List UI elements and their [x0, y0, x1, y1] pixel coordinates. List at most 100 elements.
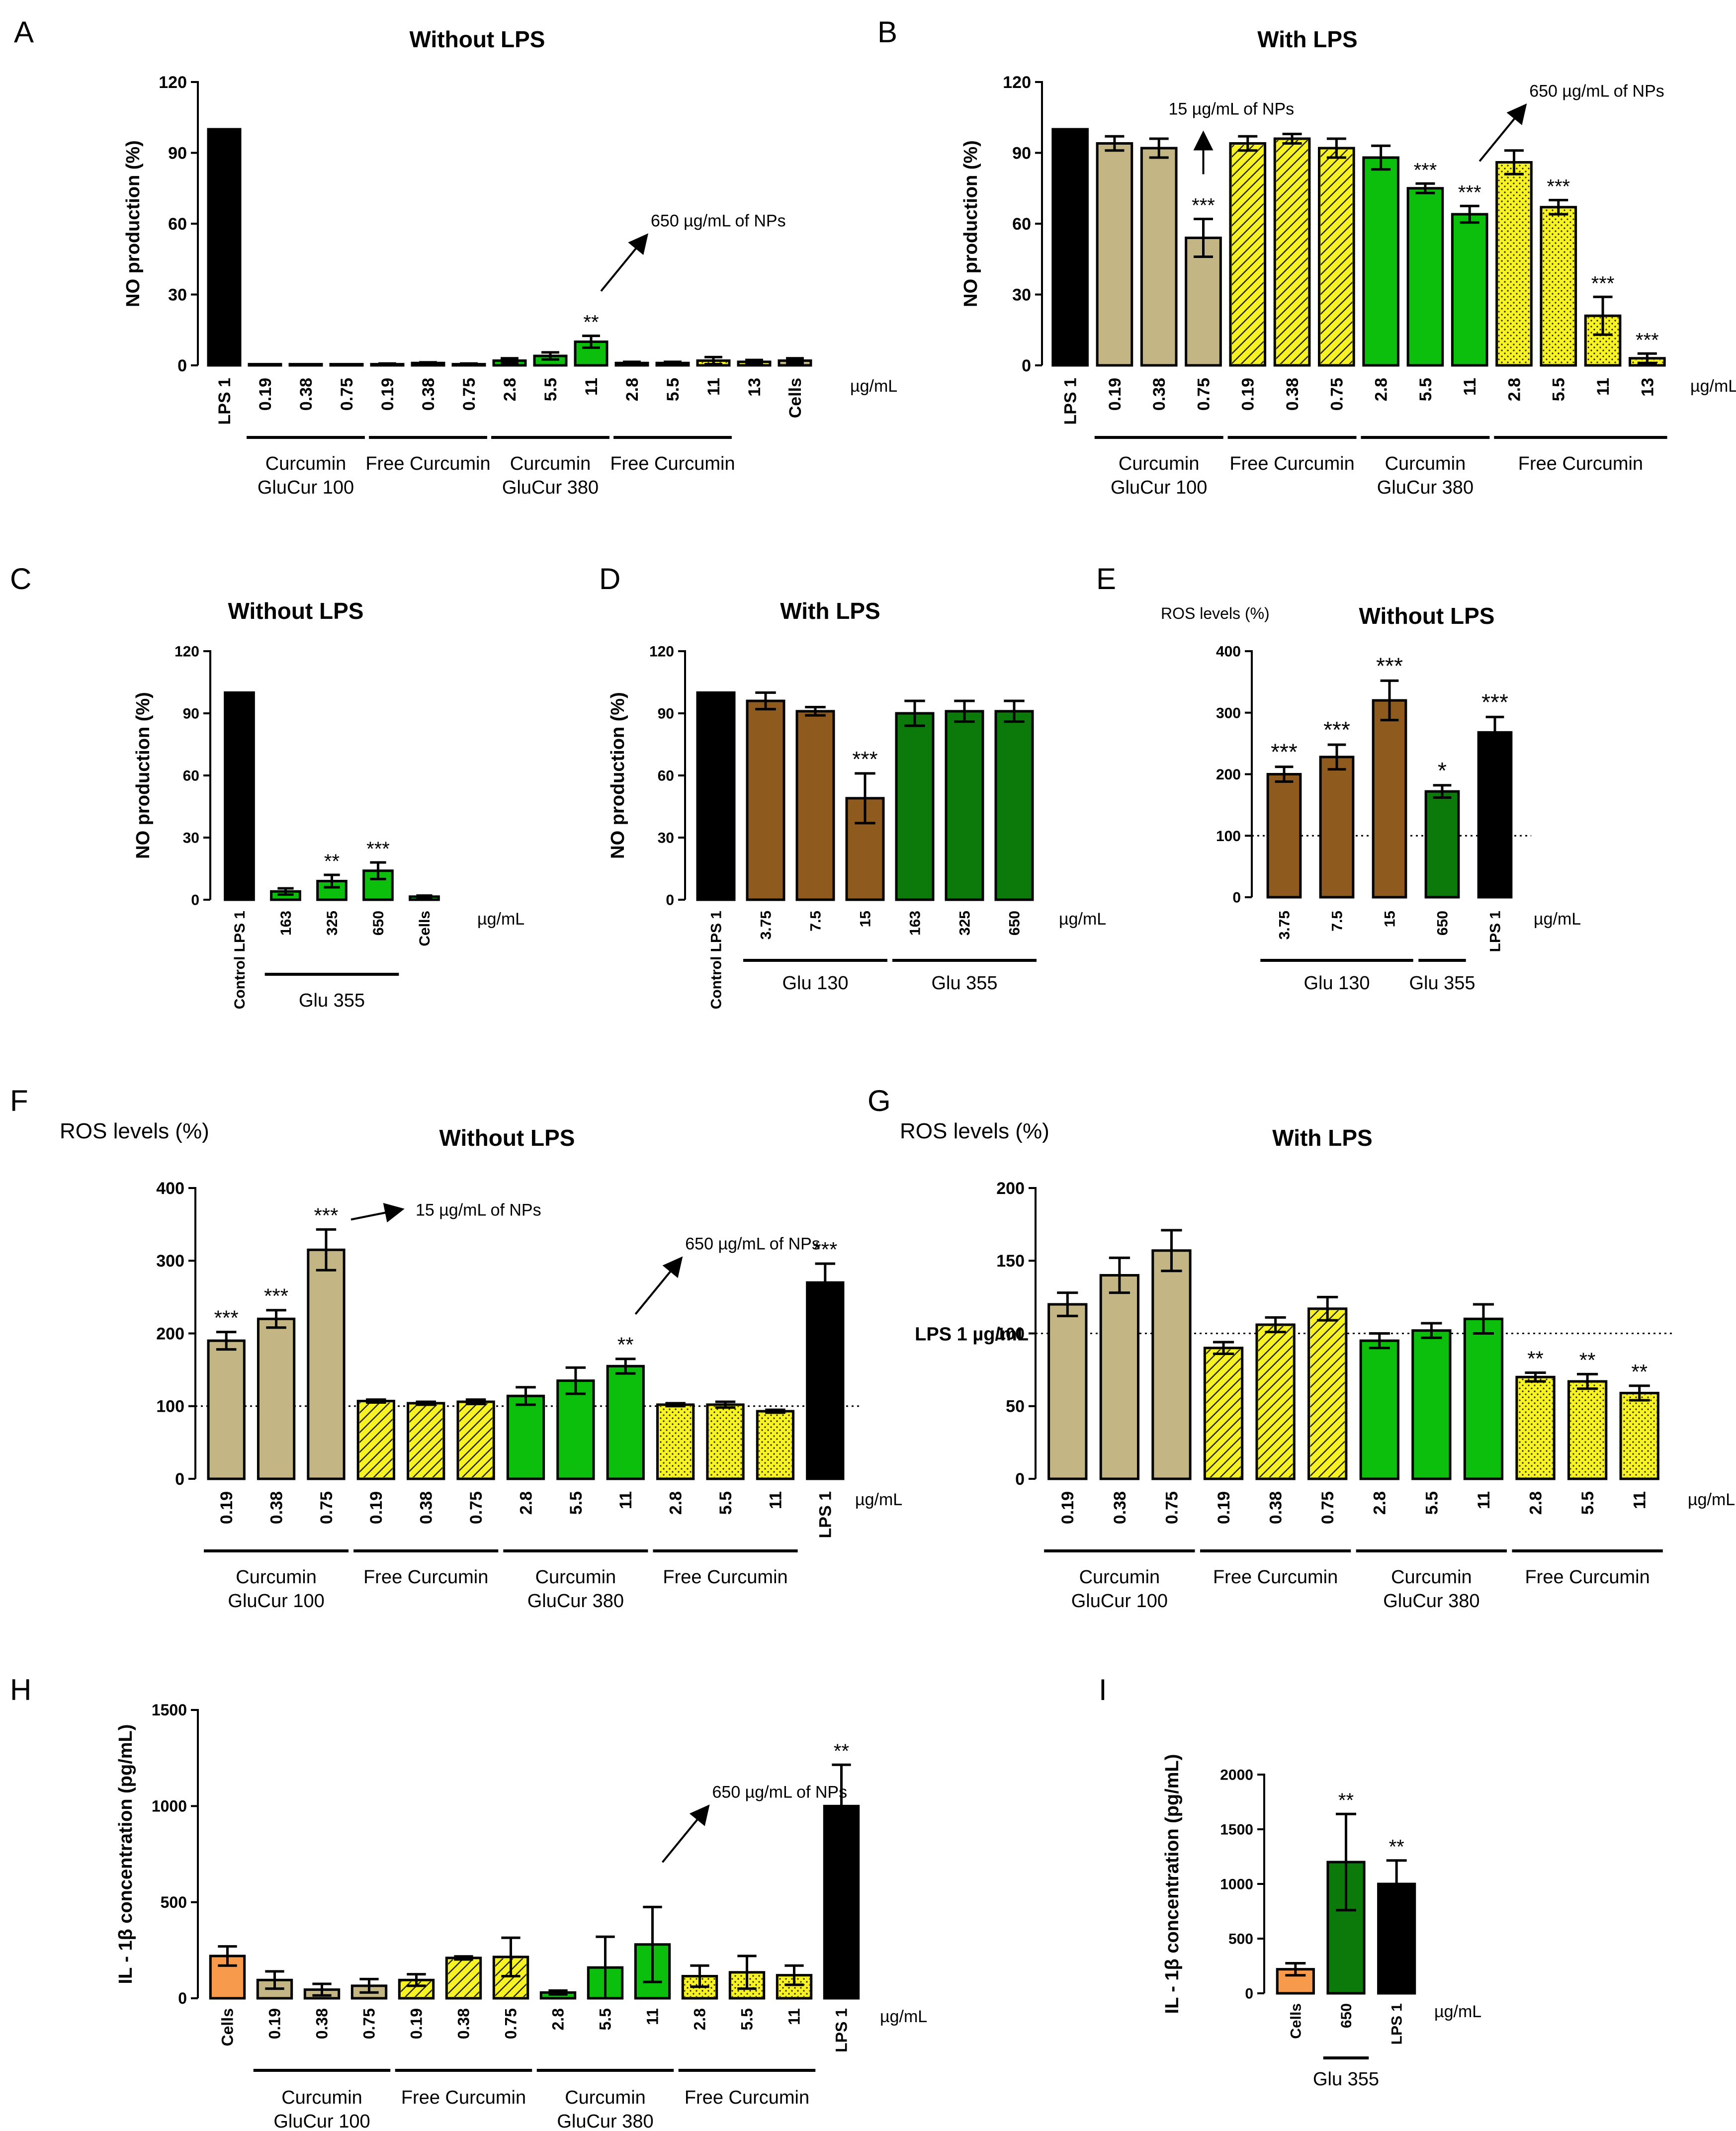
- bar: [1362, 156, 1399, 367]
- bar-pattern: [708, 1406, 742, 1477]
- x-tick-label: 5.5: [738, 2008, 756, 2030]
- x-tick-label: 0.75: [360, 2008, 378, 2039]
- significance-label: **: [834, 1740, 849, 1762]
- significance-label: ***: [214, 1306, 239, 1330]
- group-label: Curcumin: [265, 453, 347, 474]
- y-tick-label: 120: [1003, 73, 1031, 92]
- y-tick-label: 500: [1228, 1931, 1253, 1948]
- significance-label: **: [1527, 1347, 1544, 1370]
- bar: [329, 363, 364, 367]
- y-tick-label: 1500: [152, 1701, 187, 1719]
- panel-e: E Without LPS ROS levels (%) 0 100 200 300 400 *…: [1096, 562, 1581, 994]
- y-tick-label: 300: [1216, 705, 1241, 721]
- group-label: Curcumin: [1385, 453, 1466, 474]
- bar: [1372, 699, 1407, 899]
- y-tick-label: 120: [174, 644, 199, 660]
- x-tick-label: 325: [324, 911, 341, 936]
- bar: [1140, 147, 1178, 367]
- x-tick-label: 5.5: [716, 1491, 735, 1515]
- y-axis-label: NO production (%): [960, 140, 981, 307]
- bar: [257, 1317, 296, 1480]
- significance-label: ***: [1323, 717, 1350, 743]
- bar: [1411, 1329, 1452, 1480]
- y-tick-label: 30: [183, 830, 199, 847]
- significance-label: **: [324, 851, 340, 872]
- group-label: Glu 355: [1313, 2069, 1379, 2090]
- bar: [224, 691, 255, 901]
- bar: [248, 363, 282, 367]
- bar: [1051, 128, 1089, 367]
- x-tick-label: 5.5: [567, 1491, 586, 1515]
- group-label: Curcumin: [1119, 453, 1200, 474]
- x-tick-label: 0.19: [378, 378, 397, 411]
- x-tick-label: 0.38: [297, 378, 316, 411]
- y-tick-label: 90: [658, 706, 674, 722]
- group-label: GluCur 380: [557, 2111, 653, 2131]
- x-tick-label: 0.19: [1106, 378, 1125, 411]
- group-label: GluCur 380: [527, 1591, 624, 1612]
- group-label: GluCur 380: [502, 477, 599, 498]
- y-tick-label: 60: [1012, 215, 1031, 234]
- y-tick-label: 0: [1022, 356, 1031, 375]
- x-tick-label: 650: [1007, 911, 1023, 936]
- annotation-label: 650 µg/mL of NPs: [651, 212, 786, 231]
- significance-label: **: [1579, 1348, 1596, 1371]
- y-tick-label: 30: [168, 285, 187, 304]
- significance-label: ***: [1376, 653, 1403, 679]
- x-tick-label: LPS 1: [1389, 2003, 1405, 2045]
- chart-title: Without LPS: [228, 598, 364, 624]
- group-label: Curcumin: [510, 453, 591, 474]
- group-label: Curcumin: [535, 1567, 616, 1588]
- unit-label: µg/mL: [1690, 377, 1736, 396]
- y-tick-label: 60: [658, 768, 674, 784]
- group-label: GluCur 100: [228, 1591, 324, 1612]
- annotation-arrow: [634, 1256, 683, 1315]
- x-tick-label: 11: [704, 378, 723, 396]
- group-label: Glu 355: [1409, 973, 1475, 994]
- annotation-label: 650 µg/mL of NPs: [685, 1235, 820, 1254]
- x-tick-label: 0.75: [1194, 378, 1213, 411]
- bar: [746, 699, 785, 901]
- panel-letter: G: [868, 1084, 891, 1117]
- unit-label: µg/mL: [880, 2007, 927, 2026]
- x-tick-label: 2.8: [501, 378, 520, 401]
- x-tick-label: Control LPS 1: [232, 911, 248, 1009]
- x-tick-label: 0.38: [1111, 1491, 1129, 1524]
- x-tick-label: 325: [957, 911, 973, 936]
- unit-label: µg/mL: [1434, 2002, 1481, 2021]
- x-tick-label: 11: [582, 378, 601, 396]
- y-tick-label: 60: [183, 768, 199, 784]
- y-tick-label: 0: [1015, 1470, 1025, 1489]
- y-tick-label: 30: [658, 830, 674, 847]
- bar: [1463, 1317, 1504, 1480]
- significance-label: **: [1389, 1836, 1404, 1858]
- group-label: Glu 355: [299, 990, 365, 1011]
- panel-h: H IL - 1β concentration (pg/mL) 0 500 1000 15…: [10, 1673, 927, 2131]
- y-tick-label: 60: [168, 215, 187, 234]
- bar-pattern: [1622, 1394, 1657, 1477]
- group-label: Free Curcumin: [685, 2087, 809, 2108]
- annotation-label: 15 µg/mL of NPs: [1169, 100, 1295, 119]
- x-tick-label: Cells: [219, 2008, 237, 2046]
- x-tick-label: 15: [1382, 911, 1398, 927]
- significance-label: ***: [1414, 159, 1437, 181]
- y-tick-label: 100: [156, 1397, 184, 1416]
- bar: [696, 691, 736, 901]
- significance-label: ***: [366, 838, 390, 860]
- group-label: Free Curcumin: [1213, 1567, 1338, 1588]
- bar: [1451, 213, 1488, 367]
- bar: [556, 1379, 595, 1480]
- panel-f: F Without LPS ROS levels (%) 0 100 200 300 400 *…: [10, 1084, 902, 1612]
- y-tick-label: 30: [1012, 285, 1031, 304]
- x-tick-label: 5.5: [1416, 378, 1435, 401]
- unit-label: µg/mL: [1688, 1490, 1735, 1509]
- panel-letter: D: [599, 562, 620, 596]
- x-tick-label: 11: [766, 1491, 785, 1509]
- unit-label: µg/mL: [1534, 910, 1581, 929]
- y-tick-label: 0: [178, 1989, 187, 2007]
- y-tick-label: 100: [1216, 828, 1241, 845]
- x-tick-label: LPS 1: [816, 1491, 835, 1538]
- bar: [209, 1955, 246, 2000]
- chart-title: With LPS: [1272, 1125, 1372, 1151]
- bar-pattern: [1320, 150, 1353, 364]
